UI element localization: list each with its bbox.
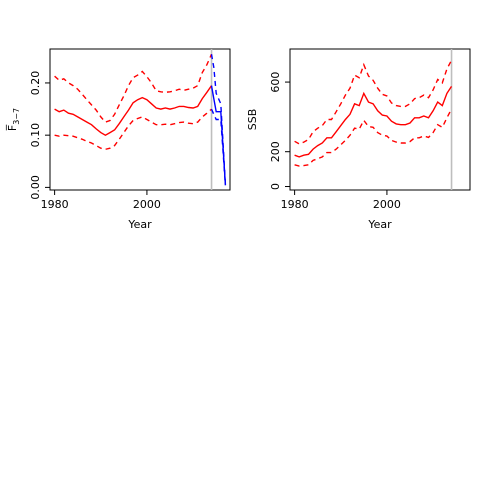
x-tick-label: 2000: [133, 198, 161, 211]
x-tick-label: 1980: [41, 198, 69, 211]
estimate-line: [54, 85, 213, 137]
y-axis-title: F̅3−7: [6, 108, 21, 131]
upper-bound-line: [294, 59, 453, 145]
x-axis-title: Year: [367, 218, 392, 231]
y-tick-label: 0.20: [29, 71, 42, 96]
projection-median-line: [210, 85, 227, 185]
projection-upper-line: [210, 54, 227, 185]
y-axis-title-subscript: 3−7: [12, 108, 21, 125]
estimate-line: [294, 86, 453, 158]
y-axis-title: SSB: [246, 109, 259, 131]
x-axis-title: Year: [127, 218, 152, 231]
upper-bound-line: [54, 53, 213, 123]
y-tick-label: 600: [269, 72, 282, 93]
plot-frame: [49, 48, 231, 191]
y-tick-label: 0: [269, 183, 282, 190]
plot-frame: [289, 48, 471, 191]
y-tick-label: 0.00: [29, 175, 42, 200]
y-axis-title-main: SSB: [246, 109, 259, 131]
y-axis-title-main: F̅: [6, 124, 19, 131]
lower-bound-line: [54, 108, 212, 151]
x-tick-label: 1980: [281, 198, 309, 211]
y-tick-label: 0.10: [29, 123, 42, 148]
y-tick-label: 200: [269, 141, 282, 162]
lower-bound-line: [294, 108, 453, 167]
x-tick-label: 2000: [373, 198, 401, 211]
fishing-mortality-panel: 1980 2000 0.00 0.10 0.20 Year F̅3−7: [6, 48, 231, 231]
ssb-panel: 1980 2000 0 200 600 Year SSB: [246, 48, 471, 231]
